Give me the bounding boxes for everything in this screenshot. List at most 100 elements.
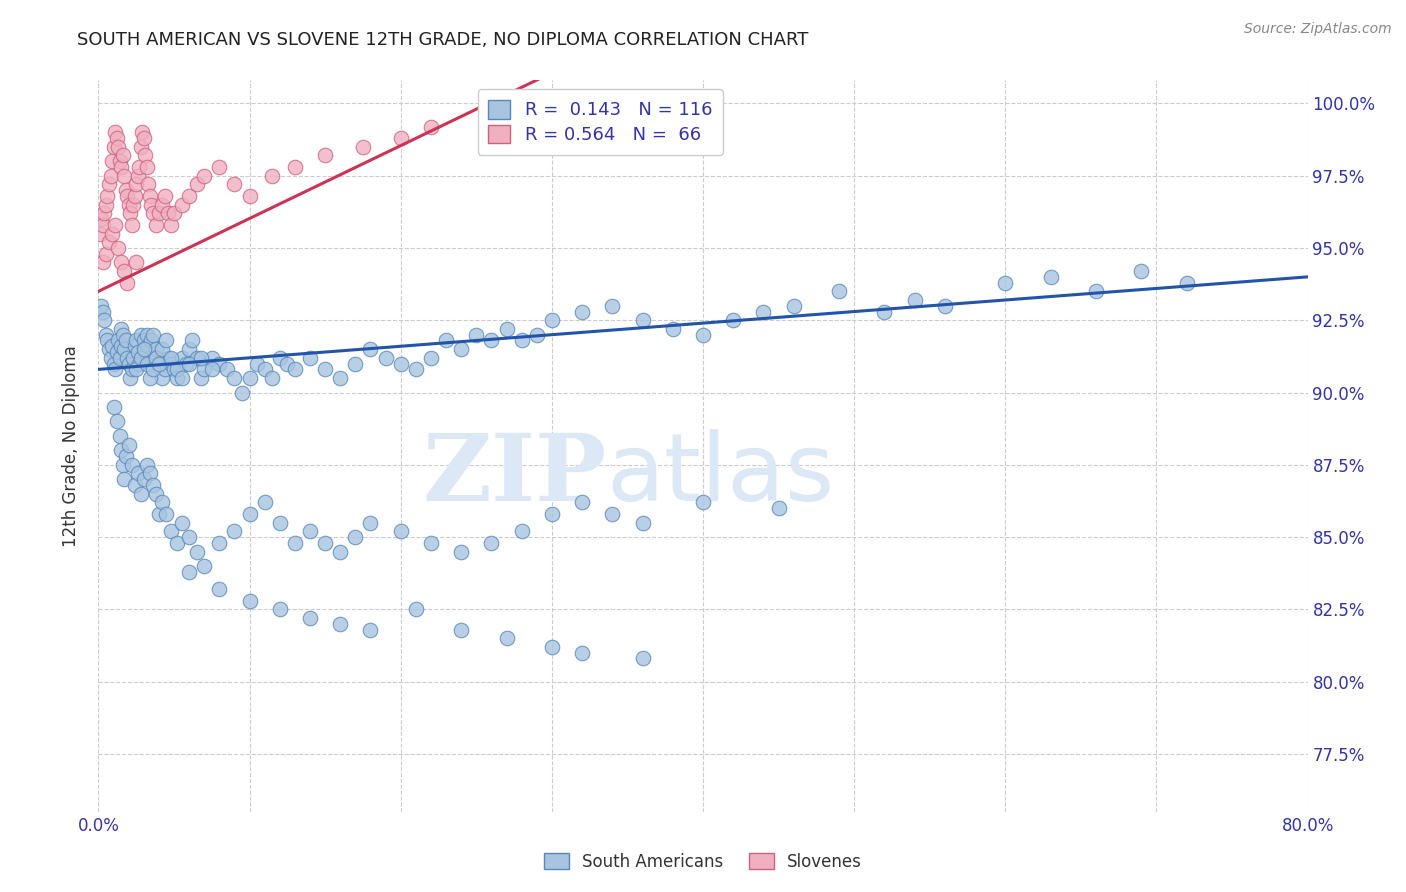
Point bbox=[253, 495, 276, 509]
Point bbox=[224, 178, 246, 192]
Point bbox=[201, 351, 224, 365]
Point bbox=[110, 322, 132, 336]
Point bbox=[420, 351, 443, 365]
Point bbox=[110, 443, 132, 458]
Point bbox=[186, 178, 208, 192]
Point bbox=[112, 264, 135, 278]
Point bbox=[329, 371, 352, 385]
Point bbox=[179, 189, 201, 203]
Point bbox=[170, 351, 193, 365]
Point bbox=[934, 299, 956, 313]
Point bbox=[1175, 276, 1198, 290]
Point bbox=[631, 313, 654, 327]
Point bbox=[193, 169, 215, 183]
Point bbox=[108, 154, 131, 169]
Point bbox=[100, 169, 122, 183]
Point bbox=[89, 227, 111, 241]
Point bbox=[110, 339, 132, 353]
Point bbox=[110, 255, 132, 269]
Point bbox=[160, 524, 183, 539]
Point bbox=[91, 304, 114, 318]
Point bbox=[284, 160, 307, 174]
Y-axis label: 12th Grade, No Diploma: 12th Grade, No Diploma bbox=[62, 345, 80, 547]
Point bbox=[450, 623, 472, 637]
Point bbox=[101, 339, 124, 353]
Point bbox=[768, 501, 790, 516]
Point bbox=[118, 197, 141, 211]
Point bbox=[360, 516, 382, 530]
Point bbox=[299, 351, 322, 365]
Point bbox=[142, 478, 165, 492]
Point bbox=[170, 371, 193, 385]
Point bbox=[262, 371, 284, 385]
Point bbox=[374, 351, 396, 365]
Point bbox=[314, 362, 336, 376]
Point bbox=[129, 351, 152, 365]
Point bbox=[98, 178, 121, 192]
Point bbox=[135, 458, 157, 472]
Point bbox=[120, 371, 142, 385]
Point bbox=[125, 362, 148, 376]
Point bbox=[105, 131, 128, 145]
Point bbox=[134, 148, 156, 162]
Point bbox=[124, 339, 146, 353]
Point bbox=[190, 371, 212, 385]
Text: ZIP: ZIP bbox=[422, 430, 606, 520]
Point bbox=[239, 507, 262, 521]
Point bbox=[139, 371, 162, 385]
Point bbox=[269, 602, 291, 616]
Point bbox=[208, 582, 231, 596]
Point bbox=[122, 197, 145, 211]
Point bbox=[193, 559, 215, 574]
Point bbox=[94, 197, 117, 211]
Point bbox=[994, 276, 1017, 290]
Point bbox=[127, 169, 149, 183]
Point bbox=[139, 467, 162, 481]
Point bbox=[122, 351, 145, 365]
Point bbox=[129, 486, 152, 500]
Point bbox=[150, 371, 173, 385]
Point bbox=[190, 351, 212, 365]
Legend: South Americans, Slovenes: South Americans, Slovenes bbox=[536, 845, 870, 880]
Point bbox=[114, 183, 136, 197]
Point bbox=[94, 327, 117, 342]
Point bbox=[170, 197, 193, 211]
Point bbox=[141, 334, 163, 348]
Point bbox=[465, 327, 488, 342]
Point bbox=[145, 218, 167, 232]
Point bbox=[284, 536, 307, 550]
Point bbox=[107, 140, 129, 154]
Point bbox=[208, 357, 231, 371]
Point bbox=[420, 120, 443, 134]
Point bbox=[299, 524, 322, 539]
Point bbox=[125, 178, 148, 192]
Point bbox=[163, 362, 186, 376]
Point bbox=[495, 322, 517, 336]
Point bbox=[132, 342, 155, 356]
Point bbox=[160, 357, 183, 371]
Point bbox=[246, 357, 269, 371]
Point bbox=[360, 623, 382, 637]
Point bbox=[450, 342, 472, 356]
Point bbox=[510, 524, 533, 539]
Point bbox=[115, 189, 138, 203]
Point bbox=[284, 362, 307, 376]
Point bbox=[540, 640, 562, 654]
Point bbox=[145, 486, 167, 500]
Point bbox=[181, 334, 204, 348]
Point bbox=[224, 524, 246, 539]
Point bbox=[156, 351, 179, 365]
Point bbox=[132, 334, 155, 348]
Point bbox=[405, 602, 427, 616]
Point bbox=[239, 593, 262, 607]
Point bbox=[105, 414, 128, 428]
Point bbox=[100, 351, 122, 365]
Text: Source: ZipAtlas.com: Source: ZipAtlas.com bbox=[1244, 22, 1392, 37]
Point bbox=[329, 616, 352, 631]
Point bbox=[224, 371, 246, 385]
Point bbox=[121, 458, 143, 472]
Point bbox=[110, 160, 132, 174]
Text: SOUTH AMERICAN VS SLOVENE 12TH GRADE, NO DIPLOMA CORRELATION CHART: SOUTH AMERICAN VS SLOVENE 12TH GRADE, NO… bbox=[77, 31, 808, 49]
Point bbox=[107, 334, 129, 348]
Point bbox=[631, 651, 654, 665]
